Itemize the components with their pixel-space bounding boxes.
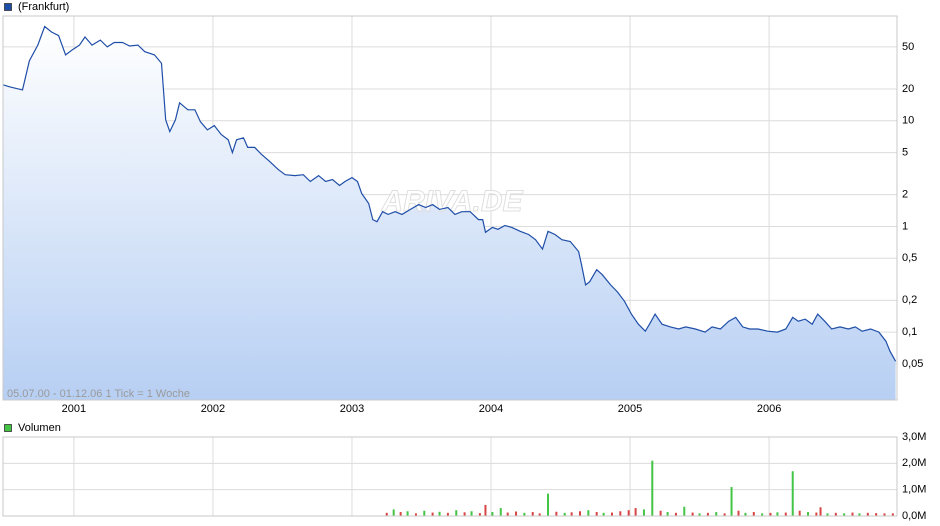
volume-bar [706,512,709,516]
volume-bar [578,511,581,516]
volume-bar [715,512,718,516]
volume-bar [634,508,637,516]
volume-bar [776,512,779,516]
y-tick-label: 0,05 [902,358,923,370]
y-tick-label: 0,0M [902,510,926,522]
y-tick-label: 2 [902,189,908,201]
volume-bar [875,513,878,516]
y-tick-label: 3,0M [902,431,926,443]
volume-bar [843,513,846,516]
x-tick-label: 2004 [479,403,503,415]
volume-bar [651,460,654,516]
volume-bar [683,506,686,516]
volume-bar [602,512,605,516]
volume-bar [642,509,645,516]
volume-bar [595,512,598,516]
area [3,26,896,400]
volume-bar [547,493,550,516]
volume-bar [815,512,818,516]
volume-bar [431,512,434,516]
volume-bar [438,511,441,516]
volume-bar [406,511,409,516]
volume-bar [666,512,669,516]
volume-bar [851,512,854,516]
volume-bar [538,513,541,516]
volume-bar [484,504,487,516]
volume-bar [866,512,869,516]
y-tick-label: 0,5 [902,252,917,264]
y-tick-label: 1,0M [902,484,926,496]
volume-bar [423,510,426,516]
volume-bar [674,512,677,516]
volume-bar [691,512,694,516]
volume-bar [627,510,630,516]
plot-frame [2,15,898,401]
volume-bar [455,510,458,516]
volume-bar [891,513,894,516]
legend-swatch [4,424,12,432]
volume-bar [737,510,740,516]
volume-bar [659,510,662,516]
x-tick-label: 2001 [62,403,86,415]
volume-bar [791,471,794,516]
volume-bar [463,512,466,516]
price-line [2,25,897,362]
volume-bar [610,512,613,516]
legend-label: Volumen [18,422,61,434]
volume-bar [761,513,764,516]
volume-bar [798,510,801,516]
volume-bar [446,512,449,516]
volume-bar [698,513,701,516]
y-tick-label: 2,0M [902,457,926,469]
volume-bar [834,512,837,516]
volume-bar [555,511,558,516]
x-tick-label: 2003 [340,403,364,415]
x-tick-label: 2006 [757,403,781,415]
volume-bar [531,512,534,516]
volume-bar [470,511,473,516]
volume-bar [478,513,481,516]
volume-bar [858,513,861,516]
plot-frame [2,436,898,517]
y-tick-label: 0,2 [902,294,917,306]
legend-swatch [4,3,12,11]
volume-bar [515,511,518,516]
y-tick-label: 1 [902,220,908,232]
volume-bar [619,511,622,516]
volume-bar [570,512,573,516]
volume-bar [744,512,747,516]
watermark: ARIVA.DE [380,185,523,218]
y-tick-label: 50 [902,41,914,53]
volume-bar [723,513,726,516]
y-tick-label: 0,1 [902,326,917,338]
footnote: 05.07.00 - 01.12.06 1 Tick = 1 Woche [7,388,190,400]
y-tick-label: 20 [902,83,914,95]
y-tick-label: 10 [902,115,914,127]
volume-bar [563,512,566,516]
volume-bar [752,512,755,516]
volume-bar [506,512,509,516]
volume-bar [587,510,590,516]
volume-bar [414,513,417,516]
volume-bar [392,509,395,516]
legend-label: (Frankfurt) [18,1,69,13]
volume-bar [399,512,402,516]
x-tick-label: 2002 [201,403,225,415]
volume-bar [491,512,494,516]
volume-bar [819,507,822,516]
volume-bar [499,508,502,516]
volume-bar [523,512,526,516]
volume-bar [385,512,388,516]
volume-bar [826,513,829,516]
volume-bar [883,513,886,516]
y-tick-label: 5 [902,146,908,158]
volume-bar [730,487,733,516]
volume-bar [784,512,787,516]
volume-bar [807,512,810,516]
volume-bar [769,512,772,516]
x-tick-label: 2005 [618,403,642,415]
